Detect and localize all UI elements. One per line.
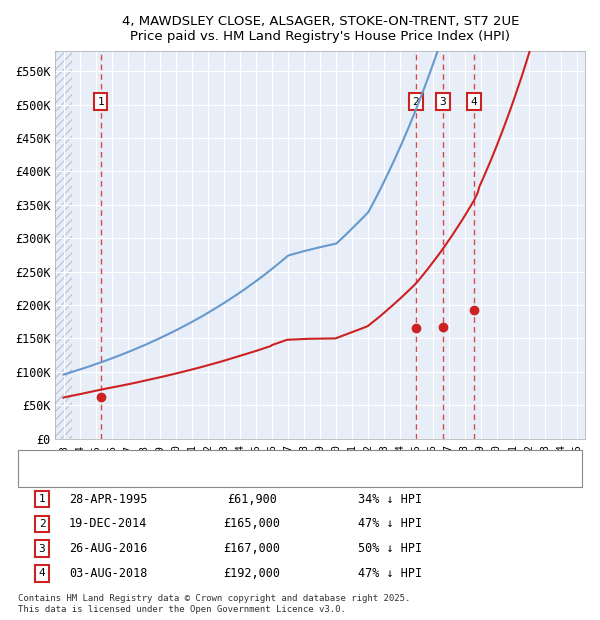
Text: 1: 1	[97, 97, 104, 107]
Text: 4: 4	[471, 97, 478, 107]
Text: £165,000: £165,000	[223, 518, 281, 530]
Text: 2: 2	[38, 519, 46, 529]
Title: 4, MAWDSLEY CLOSE, ALSAGER, STOKE-ON-TRENT, ST7 2UE
Price paid vs. HM Land Regis: 4, MAWDSLEY CLOSE, ALSAGER, STOKE-ON-TRE…	[122, 15, 519, 43]
Text: ────: ────	[36, 476, 66, 489]
Text: 47% ↓ HPI: 47% ↓ HPI	[358, 518, 422, 530]
Text: 2: 2	[413, 97, 419, 107]
Text: £192,000: £192,000	[223, 567, 281, 580]
Text: 1: 1	[38, 494, 46, 504]
Text: £61,900: £61,900	[227, 493, 277, 505]
Text: 4, MAWDSLEY CLOSE, ALSAGER, STOKE-ON-TRENT, ST7 2UE (detached house): 4, MAWDSLEY CLOSE, ALSAGER, STOKE-ON-TRE…	[78, 467, 485, 477]
Text: 03-AUG-2018: 03-AUG-2018	[69, 567, 147, 580]
Text: 28-APR-1995: 28-APR-1995	[69, 493, 147, 505]
Bar	[55, 51, 71, 439]
Text: 3: 3	[440, 97, 446, 107]
Text: 3: 3	[38, 544, 46, 554]
Text: £167,000: £167,000	[223, 542, 281, 555]
Text: ────: ────	[36, 466, 66, 479]
Text: Contains HM Land Registry data © Crown copyright and database right 2025.
This d: Contains HM Land Registry data © Crown c…	[18, 595, 410, 614]
Text: HPI: Average price, detached house, Cheshire East: HPI: Average price, detached house, Ches…	[78, 477, 343, 487]
Text: 19-DEC-2014: 19-DEC-2014	[69, 518, 147, 530]
Text: 34% ↓ HPI: 34% ↓ HPI	[358, 493, 422, 505]
Text: 50% ↓ HPI: 50% ↓ HPI	[358, 542, 422, 555]
Text: 4: 4	[38, 569, 46, 578]
Text: 47% ↓ HPI: 47% ↓ HPI	[358, 567, 422, 580]
Text: 26-AUG-2016: 26-AUG-2016	[69, 542, 147, 555]
